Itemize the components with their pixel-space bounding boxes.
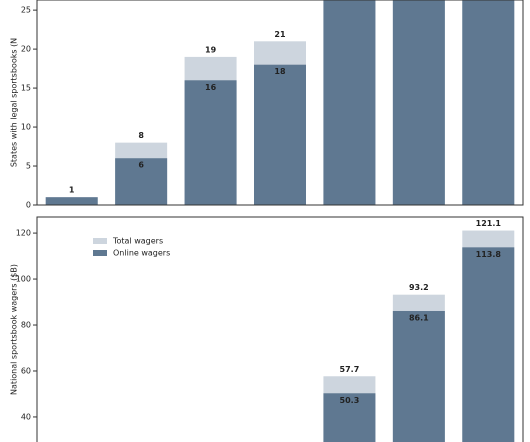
y-tick-label: 0 — [26, 201, 31, 210]
bar — [323, 393, 376, 442]
axes-frame — [36, 0, 524, 206]
value-label: 93.2 — [409, 283, 429, 292]
y-axis-label: National sportsbook wagers ($B) — [10, 264, 19, 395]
value-label: 6 — [138, 161, 144, 170]
legend-swatch — [93, 250, 107, 256]
bar — [392, 0, 445, 205]
value-label: 50.3 — [340, 396, 360, 405]
legend-swatch — [93, 238, 107, 244]
y-tick-label: 10 — [21, 123, 31, 132]
y-tick-label: 60 — [21, 366, 31, 375]
y-tick-label: 80 — [21, 321, 31, 330]
y-axis-label: States with legal sportsbooks (N — [10, 38, 19, 167]
bar — [323, 0, 376, 205]
bar — [115, 158, 168, 205]
bar — [462, 0, 515, 205]
value-label: 86.1 — [409, 313, 429, 322]
y-tick-label: 100 — [16, 275, 31, 284]
y-tick-label: 25 — [21, 6, 31, 15]
y-tick-label: 5 — [26, 162, 31, 171]
value-label: 18 — [274, 67, 286, 76]
value-label: 16 — [205, 83, 217, 92]
legend-label: Online wagers — [113, 249, 170, 258]
value-label: 8 — [138, 131, 144, 140]
value-label: 1 — [69, 186, 75, 195]
value-label: 121.1 — [476, 219, 502, 228]
y-tick-label: 40 — [21, 412, 31, 421]
axes-frame — [36, 216, 524, 442]
bar — [45, 197, 98, 205]
y-tick-label: 15 — [21, 84, 31, 93]
bar — [184, 80, 237, 205]
bar — [392, 310, 445, 442]
y-tick-label: 120 — [16, 229, 31, 238]
plot-area — [323, 230, 515, 442]
bar — [254, 64, 306, 205]
plot-area — [45, 0, 515, 205]
legend-label: Total wagers — [112, 237, 163, 246]
value-label: 19 — [205, 45, 217, 54]
value-label: 21 — [274, 30, 286, 39]
value-label: 57.7 — [340, 365, 360, 374]
bar — [462, 247, 515, 442]
y-tick-label: 20 — [21, 45, 31, 54]
value-label: 113.8 — [476, 250, 502, 259]
